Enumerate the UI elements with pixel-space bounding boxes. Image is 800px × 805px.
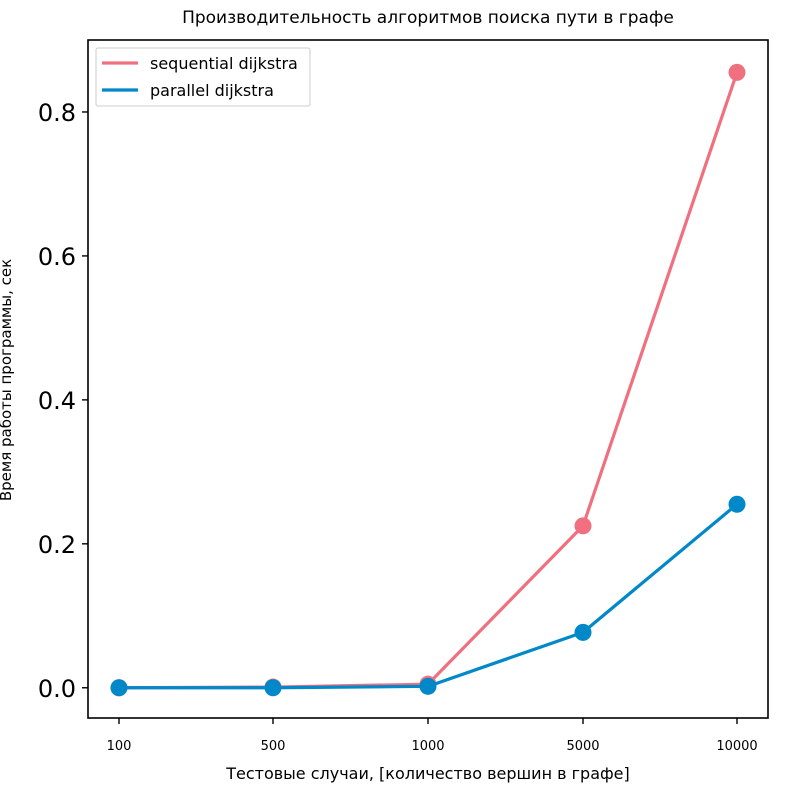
y-tick-label: 0.4 — [38, 387, 76, 415]
chart-title: Производительность алгоритмов поиска пут… — [182, 8, 674, 28]
series-parallel-dijkstra — [110, 495, 746, 697]
x-axis-label: Тестовые случаи, [количество вершин в гр… — [225, 764, 630, 783]
data-point — [728, 495, 746, 513]
y-tick-label: 0.8 — [38, 99, 76, 127]
x-tick-label: 10000 — [716, 739, 757, 754]
x-tick-label: 1000 — [411, 739, 444, 754]
x-tick-label: 5000 — [566, 739, 599, 754]
legend[interactable]: sequential dijkstra parallel dijkstra — [95, 47, 311, 107]
data-point — [574, 623, 592, 641]
y-axis: 0.0 0.2 0.4 0.6 0.8 — [38, 99, 88, 703]
data-point — [419, 677, 437, 695]
series-layer — [110, 63, 746, 697]
data-point — [574, 517, 592, 535]
data-point — [728, 63, 746, 81]
legend-box — [95, 47, 311, 107]
data-point — [110, 679, 128, 697]
y-tick-label: 0.0 — [38, 675, 76, 703]
data-point — [264, 679, 282, 697]
x-axis: 100 500 1000 5000 10000 — [107, 718, 758, 754]
legend-label: parallel dijkstra — [150, 81, 274, 100]
y-axis-label: Время работы программы, сек — [0, 259, 15, 501]
x-tick-label: 100 — [107, 739, 132, 754]
y-tick-label: 0.2 — [38, 531, 76, 559]
y-tick-label: 0.6 — [38, 243, 76, 271]
x-tick-label: 500 — [261, 739, 286, 754]
legend-label: sequential dijkstra — [150, 54, 298, 73]
